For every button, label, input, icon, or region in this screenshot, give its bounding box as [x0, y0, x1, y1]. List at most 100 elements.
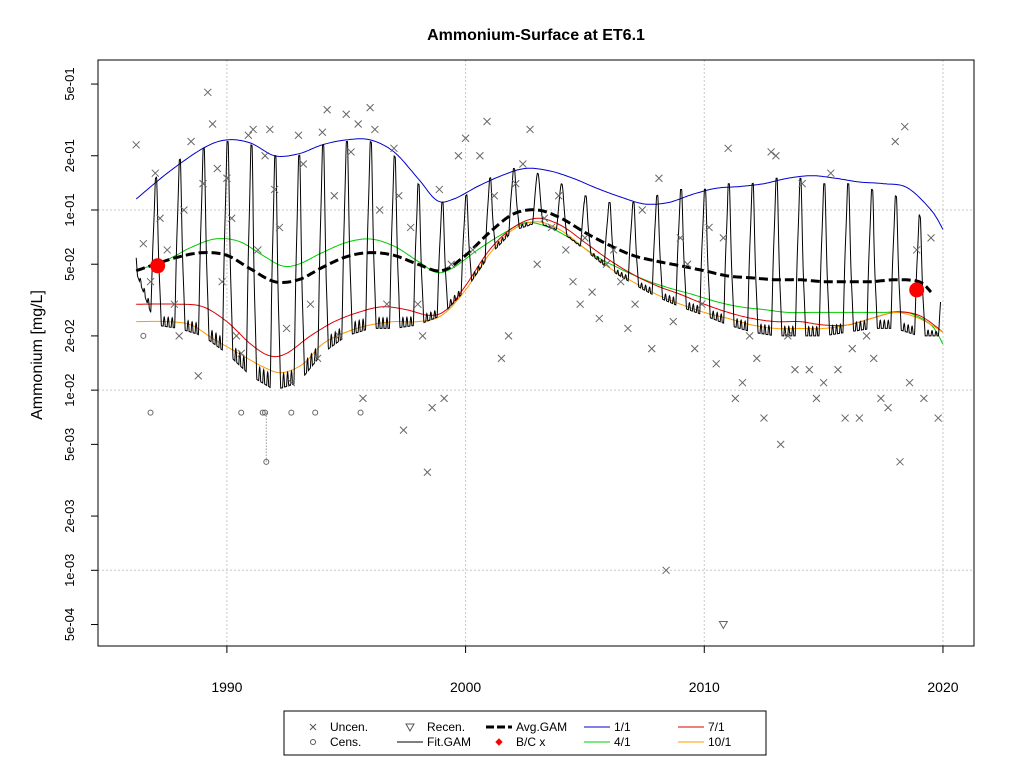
- data-point-uncensored: [180, 206, 188, 214]
- legend-label: 4/1: [614, 735, 631, 749]
- data-point-censored: [238, 409, 245, 416]
- data-point-uncensored: [254, 246, 262, 254]
- data-point-uncensored: [139, 239, 148, 248]
- axis-layer: 1990 2000 2010 2020 5e-04 1e-03 2e-03 5e-03 1e-0…: [62, 67, 959, 695]
- data-point-uncensored: [588, 288, 596, 296]
- legend-box: [283, 710, 767, 756]
- data-point-uncensored: [170, 300, 179, 309]
- data-point-uncensored: [146, 277, 155, 286]
- data-point-uncensored: [468, 246, 477, 254]
- data-point-uncensored: [375, 206, 384, 214]
- data-point-uncensored: [581, 234, 589, 242]
- data-point-uncensored: [187, 137, 195, 146]
- data-point-uncensored: [483, 117, 491, 126]
- data-point-uncensored: [738, 378, 747, 387]
- data-point-uncensored: [156, 214, 164, 223]
- data-point-uncensored: [199, 179, 207, 188]
- legend-symbol-circle: [310, 739, 316, 745]
- x-tick-label: 2000: [450, 679, 481, 695]
- data-point-censored: [147, 409, 154, 416]
- data-point-uncensored: [724, 144, 733, 153]
- data-point-uncensored: [223, 174, 231, 183]
- y-tick-label: 5e-01: [62, 67, 77, 100]
- data-point-uncensored: [767, 148, 775, 156]
- y-tick-label: 5e-04: [62, 608, 77, 641]
- data-point-uncensored: [920, 394, 928, 403]
- data-point-uncensored: [819, 378, 828, 387]
- legend-entry: Avg.GAM: [486, 720, 567, 734]
- data-point-uncensored: [638, 206, 647, 214]
- data-point-uncensored: [683, 260, 692, 269]
- data-point-uncensored: [490, 191, 499, 200]
- data-point-uncensored: [609, 246, 618, 254]
- data-point-uncensored: [705, 223, 713, 232]
- data-point-uncensored: [511, 179, 520, 188]
- data-point-uncensored: [244, 131, 253, 140]
- data-point-uncensored: [237, 349, 246, 358]
- plot-frame: [97, 59, 975, 647]
- data-point-uncensored: [631, 300, 639, 309]
- y-tick-label: 2e-02: [62, 319, 77, 352]
- legend-label: B/C x: [516, 735, 545, 749]
- data-point-uncensored: [805, 365, 814, 374]
- data-point-uncensored: [359, 394, 367, 403]
- y-tick-label: 1e-02: [62, 374, 77, 407]
- data-point-uncensored: [394, 191, 403, 200]
- legend-entry: Cens.: [310, 735, 361, 749]
- data-point-uncensored: [569, 277, 577, 286]
- legend-label: Recen.: [427, 720, 465, 734]
- data-point-uncensored: [476, 151, 484, 160]
- data-point-uncensored: [934, 414, 943, 422]
- data-point-uncensored: [826, 169, 835, 178]
- data-point-uncensored: [266, 125, 274, 134]
- data-point-uncensored: [731, 394, 740, 403]
- data-point-uncensored: [335, 332, 343, 340]
- data-point-uncensored: [390, 144, 398, 153]
- data-point-uncensored: [783, 332, 792, 340]
- legend-label: 1/1: [614, 720, 631, 734]
- data-point-censored: [259, 409, 266, 416]
- series-line-4-1: [136, 221, 944, 345]
- data-point-uncensored: [576, 300, 585, 309]
- data-point-uncensored: [896, 457, 904, 466]
- data-point-uncensored: [151, 169, 160, 178]
- data-point-uncensored: [884, 403, 892, 412]
- y-tick-label: 2e-01: [62, 139, 77, 172]
- y-tick-label: 1e-01: [62, 193, 77, 226]
- legend-symbol-triangle: [405, 723, 415, 733]
- data-point-uncensored: [719, 234, 728, 242]
- data-point-uncensored: [602, 260, 611, 269]
- data-point-uncensored: [287, 378, 296, 387]
- data-point-uncensored: [912, 246, 921, 254]
- legend-entry: Recen.: [405, 720, 465, 734]
- y-axis-label: Ammonium [mg/L]: [29, 290, 46, 420]
- data-point-uncensored: [418, 332, 427, 340]
- legend-label: Cens.: [330, 735, 361, 749]
- data-point-uncensored: [282, 324, 291, 333]
- data-point-uncensored: [848, 344, 857, 353]
- data-point-censored: [140, 332, 147, 339]
- data-point-uncensored: [461, 134, 470, 143]
- data-point-uncensored: [561, 246, 570, 254]
- legend-entry: B/C x: [495, 735, 545, 749]
- points-layer: [132, 88, 943, 630]
- data-point-uncensored: [203, 88, 212, 97]
- legend-label: Avg.GAM: [516, 720, 567, 734]
- legend-label: 10/1: [708, 735, 732, 749]
- data-point-uncensored: [294, 131, 303, 140]
- data-point-uncensored: [306, 300, 315, 309]
- data-point-uncensored: [163, 246, 172, 254]
- grid-layer: [98, 60, 974, 646]
- x-tick-label: 2010: [689, 679, 720, 695]
- legend-entry: 1/1: [584, 720, 631, 734]
- data-point-uncensored: [504, 332, 513, 340]
- data-point-uncensored: [752, 354, 761, 363]
- data-point-uncensored: [891, 137, 900, 146]
- data-point-uncensored: [900, 122, 909, 131]
- data-point-uncensored: [772, 151, 780, 160]
- data-point-censored: [263, 458, 270, 465]
- legend-label: Fit.GAM: [427, 735, 471, 749]
- data-point-uncensored: [526, 125, 534, 134]
- data-point-uncensored: [841, 414, 849, 422]
